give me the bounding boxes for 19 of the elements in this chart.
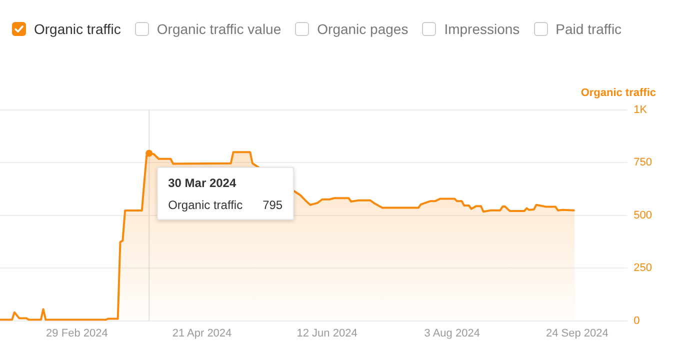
annotation: 795: [262, 198, 283, 212]
x-tick-label: 21 Apr 2024: [172, 327, 232, 340]
x-tick-label: 3 Aug 2024: [424, 327, 480, 340]
x-tick-label: 12 Jun 2024: [296, 327, 358, 340]
y-axis-title: Organic traffic: [580, 87, 656, 99]
x-tick-label: 29 Feb 2024: [46, 327, 108, 340]
text: Paid traffic: [556, 21, 622, 37]
y-tick-label: 0: [634, 314, 640, 327]
y-tick-label: 1K: [634, 104, 648, 116]
y-tick-label: 500: [634, 209, 652, 222]
annotation: Organic traffic: [168, 198, 243, 212]
text: Organic pages: [317, 21, 408, 37]
x-tick-label: 24 Sep 2024: [546, 327, 608, 340]
text: Organic traffic value: [156, 21, 282, 37]
text: Impressions: [444, 21, 520, 37]
y-tick-label: 250: [634, 262, 652, 274]
y-tick-label: 750: [634, 156, 652, 169]
legend-label: Organic traffic: [34, 21, 121, 37]
annotation: 30 Mar 2024: [168, 176, 238, 190]
